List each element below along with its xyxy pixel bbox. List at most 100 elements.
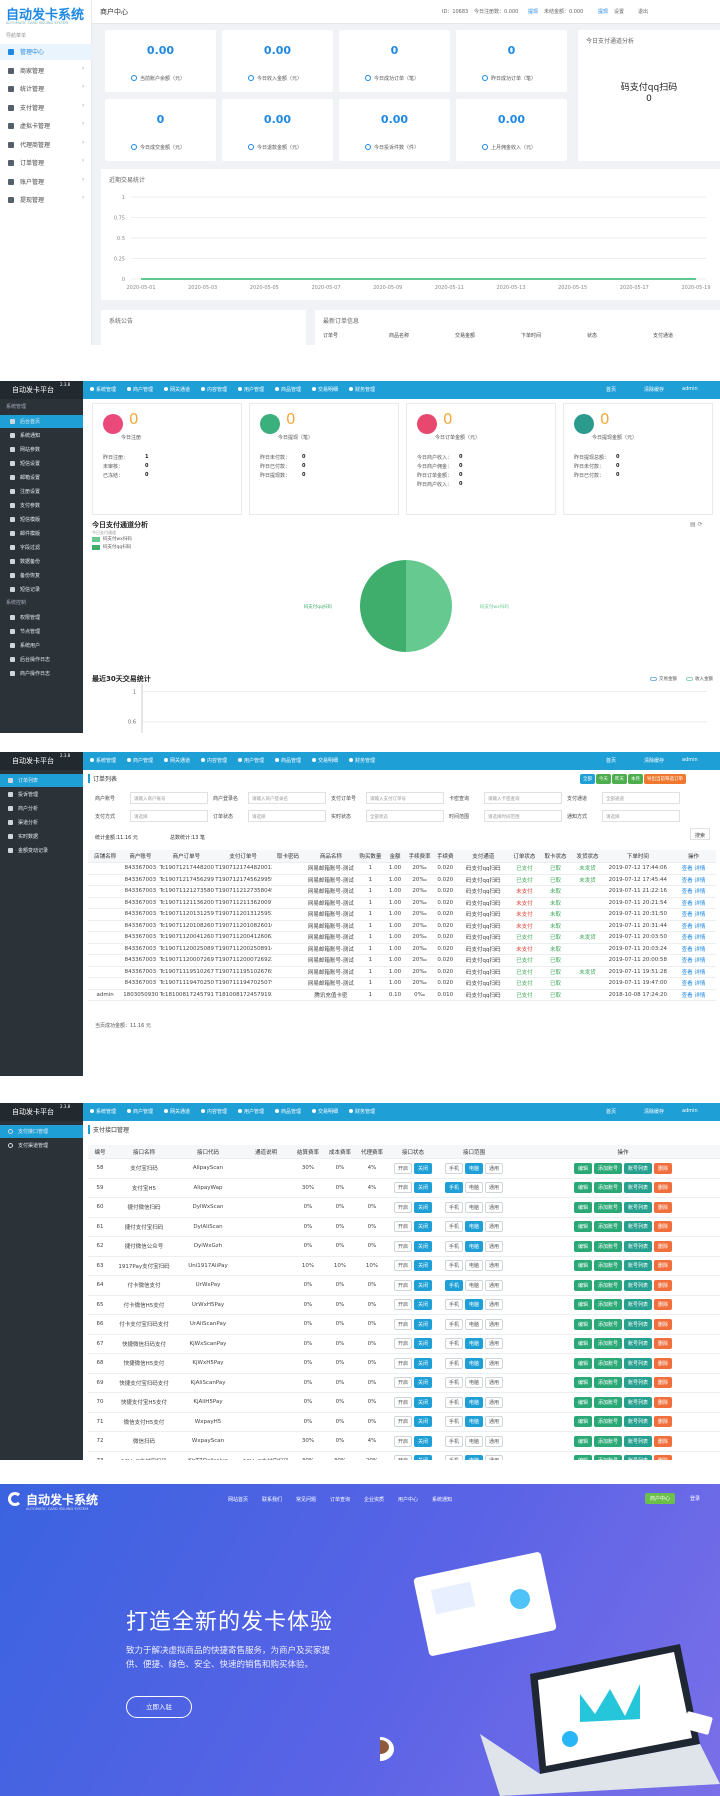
menu-item[interactable]: 订单列表	[0, 774, 83, 787]
switch-button[interactable]: 开启	[393, 1416, 412, 1428]
nav-right[interactable]: 首页	[606, 1109, 617, 1115]
action-button[interactable]: 删除	[654, 1201, 673, 1213]
device-button[interactable]: 电脑	[464, 1162, 483, 1174]
device-button[interactable]: 通用	[485, 1338, 504, 1350]
switch-button[interactable]: 关闭	[414, 1221, 433, 1233]
action-button[interactable]: 删除	[654, 1357, 673, 1369]
device-button[interactable]: 手机	[444, 1377, 463, 1389]
action-button[interactable]: 添加账号	[593, 1357, 622, 1369]
action-button[interactable]: 账号列表	[624, 1201, 653, 1213]
nav-right[interactable]: 清除缓存	[644, 1109, 665, 1115]
action-button[interactable]: 账号列表	[624, 1260, 653, 1272]
action-button[interactable]: 账号列表	[624, 1435, 653, 1447]
switch-button[interactable]: 开启	[393, 1455, 412, 1460]
device-button[interactable]: 电脑	[464, 1299, 483, 1311]
device-button[interactable]: 电脑	[464, 1240, 483, 1252]
device-button[interactable]: 手机	[444, 1279, 463, 1291]
menu-item[interactable]: 权限管理	[0, 611, 83, 624]
action-button[interactable]: 编辑	[573, 1416, 592, 1428]
menu-item[interactable]: 短信设置	[0, 457, 83, 470]
menu-item[interactable]: 商户操作日志	[0, 667, 83, 680]
action-button[interactable]: 账号列表	[624, 1240, 653, 1252]
switch-button[interactable]: 开启	[393, 1162, 412, 1174]
row-actions[interactable]: 查看 详情	[671, 966, 716, 978]
switch-button[interactable]: 关闭	[414, 1182, 433, 1194]
action-button[interactable]: 编辑	[573, 1240, 592, 1252]
action-button[interactable]: 账号列表	[624, 1357, 653, 1369]
switch-button[interactable]: 开启	[393, 1338, 412, 1350]
action-button[interactable]: 添加账号	[593, 1338, 622, 1350]
action-button[interactable]: 添加账号	[593, 1299, 622, 1311]
device-button[interactable]: 手机	[444, 1162, 463, 1174]
action-button[interactable]: 编辑	[573, 1201, 592, 1213]
nav-right[interactable]: admin	[682, 757, 698, 763]
menu-item[interactable]: 商户分析	[0, 802, 83, 815]
menu-item[interactable]: 后台首页	[0, 415, 83, 428]
menu-item[interactable]: 实时数据	[0, 830, 83, 843]
switch-button[interactable]: 关闭	[414, 1455, 433, 1460]
device-button[interactable]: 手机	[444, 1416, 463, 1428]
filter-button[interactable]: 全部	[580, 774, 595, 784]
row-actions[interactable]: 查看 详情	[671, 931, 716, 944]
device-button[interactable]: 通用	[485, 1182, 504, 1194]
switch-button[interactable]: 关闭	[414, 1299, 433, 1311]
menu-item[interactable]: 提现管理 ›	[0, 192, 92, 208]
nav-right[interactable]: 首页	[606, 387, 617, 393]
switch-button[interactable]: 开启	[393, 1396, 412, 1408]
action-button[interactable]: 账号列表	[624, 1221, 653, 1233]
device-button[interactable]: 电脑	[464, 1221, 483, 1233]
switch-button[interactable]: 开启	[393, 1279, 412, 1291]
switch-button[interactable]: 关闭	[414, 1416, 433, 1428]
action-button[interactable]: 添加账号	[593, 1240, 622, 1252]
switch-button[interactable]: 开启	[393, 1240, 412, 1252]
filter-input[interactable]: 请输入支付订单号	[366, 792, 444, 804]
device-button[interactable]: 手机	[444, 1182, 463, 1194]
menu-item[interactable]: 支付接口管理	[0, 1125, 83, 1138]
action-button[interactable]: 删除	[654, 1318, 673, 1330]
switch-button[interactable]: 关闭	[414, 1377, 433, 1389]
row-actions[interactable]: 查看 详情	[671, 920, 716, 932]
switch-button[interactable]: 开启	[393, 1221, 412, 1233]
device-button[interactable]: 手机	[444, 1201, 463, 1213]
action-button[interactable]: 删除	[654, 1182, 673, 1194]
filter-input[interactable]: 请输入卡密查询	[484, 792, 562, 804]
action-button[interactable]: 编辑	[573, 1357, 592, 1369]
device-button[interactable]: 手机	[444, 1240, 463, 1252]
action-button[interactable]: 添加账号	[593, 1396, 622, 1408]
action-button[interactable]: 删除	[654, 1299, 673, 1311]
device-button[interactable]: 通用	[485, 1357, 504, 1369]
nav-item[interactable]: 订单查询	[330, 1497, 351, 1503]
action-button[interactable]: 添加账号	[593, 1221, 622, 1233]
menu-item[interactable]: 系统通知	[0, 429, 83, 442]
topbar-item[interactable]: 退出	[638, 9, 649, 15]
merchant-button[interactable]: 商户中心	[645, 1493, 676, 1504]
menu-item[interactable]: 金额变动记录	[0, 844, 83, 857]
switch-button[interactable]: 关闭	[414, 1162, 433, 1174]
filter-button[interactable]: 今天	[596, 774, 611, 784]
menu-item[interactable]: 投诉管理	[0, 788, 83, 801]
action-button[interactable]: 编辑	[573, 1455, 592, 1460]
nav-item[interactable]: 常见问题	[296, 1497, 317, 1503]
action-button[interactable]: 删除	[654, 1435, 673, 1447]
device-button[interactable]: 通用	[485, 1396, 504, 1408]
menu-item[interactable]: 系统用户	[0, 639, 83, 652]
filter-input[interactable]: 全部通道	[602, 792, 680, 804]
row-actions[interactable]: 查看 详情	[671, 897, 716, 909]
filter-button[interactable]: 本月	[628, 774, 643, 784]
cta-button[interactable]: 立即入驻	[126, 1696, 192, 1718]
action-button[interactable]: 编辑	[573, 1377, 592, 1389]
topbar-item[interactable]: 提现	[528, 9, 539, 15]
menu-item[interactable]: 账户管理 ›	[0, 174, 92, 190]
row-actions[interactable]: 查看 详情	[671, 885, 716, 898]
filter-input[interactable]: 请输入商户登录名	[248, 792, 326, 804]
action-button[interactable]: 添加账号	[593, 1260, 622, 1272]
device-button[interactable]: 手机	[444, 1455, 463, 1460]
row-actions[interactable]: 查看 详情	[671, 862, 716, 875]
action-button[interactable]: 编辑	[573, 1338, 592, 1350]
action-button[interactable]: 编辑	[573, 1396, 592, 1408]
nav-right[interactable]: 清除缓存	[644, 387, 665, 393]
filter-input[interactable]: 请输入商户账号	[130, 792, 208, 804]
device-button[interactable]: 手机	[444, 1435, 463, 1447]
menu-item[interactable]: 渠道分析	[0, 816, 83, 829]
action-button[interactable]: 编辑	[573, 1162, 592, 1174]
